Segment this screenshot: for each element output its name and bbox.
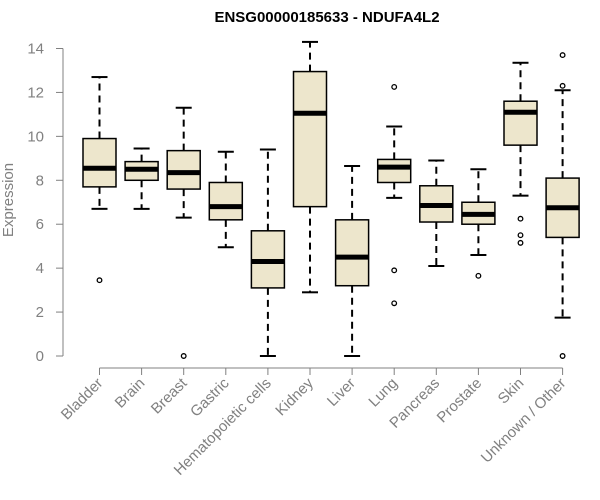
iqr-box [292, 70, 328, 208]
x-tick-label: Bladder [58, 375, 107, 424]
iqr-box [166, 149, 201, 190]
boxes-group [82, 40, 580, 359]
outlier-point [559, 52, 566, 59]
iqr-box [503, 100, 538, 146]
x-tick-label: Breast [148, 374, 191, 417]
box-hematopoietic-cells [250, 148, 286, 357]
outlier-point [517, 239, 524, 246]
chart-title: ENSG00000185633 - NDUFA4L2 [214, 9, 439, 26]
box-breast [166, 106, 201, 359]
x-tick-label: Liver [324, 375, 359, 410]
box-prostate [461, 168, 496, 279]
y-tick-label: 0 [36, 348, 44, 365]
y-tick-label: 6 [36, 216, 44, 233]
y-axis-label: Expression [0, 163, 17, 237]
box-unknown-other [545, 52, 580, 359]
outlier-point [96, 277, 103, 284]
box-bladder [82, 76, 117, 284]
box-brain [124, 147, 159, 210]
outlier-point [391, 267, 398, 274]
y-tick-label: 10 [27, 128, 44, 145]
box-skin [503, 61, 538, 246]
outlier-point [391, 83, 398, 90]
iqr-box [376, 158, 412, 184]
box-liver [334, 165, 370, 357]
outlier-point [517, 215, 524, 222]
outlier-point [559, 353, 566, 359]
box-kidney [292, 40, 328, 294]
y-tick-label: 12 [27, 84, 44, 101]
x-tick-label: Skin [495, 375, 528, 408]
outlier-point [391, 300, 398, 307]
y-tick-label: 8 [36, 172, 44, 189]
y-tick-label: 4 [36, 260, 44, 277]
y-axis: 0 2 4 6 8 10 12 14 [27, 41, 64, 365]
x-tick-label: Kidney [272, 374, 317, 419]
outlier-point [559, 82, 566, 89]
x-tick-label: Prostate [434, 375, 486, 427]
outlier-point [180, 353, 187, 359]
x-tick-label: Lung [365, 375, 401, 411]
iqr-box [82, 137, 117, 188]
iqr-box [208, 181, 244, 221]
y-tick-label: 2 [36, 304, 44, 321]
y-tick-label: 14 [27, 41, 44, 58]
x-tick-label: Brain [112, 375, 149, 412]
outlier-point [475, 272, 482, 279]
iqr-box [334, 219, 370, 287]
outlier-point [517, 232, 524, 239]
box-pancreas [419, 159, 454, 267]
box-lung [376, 83, 412, 307]
box-gastric [208, 150, 244, 249]
